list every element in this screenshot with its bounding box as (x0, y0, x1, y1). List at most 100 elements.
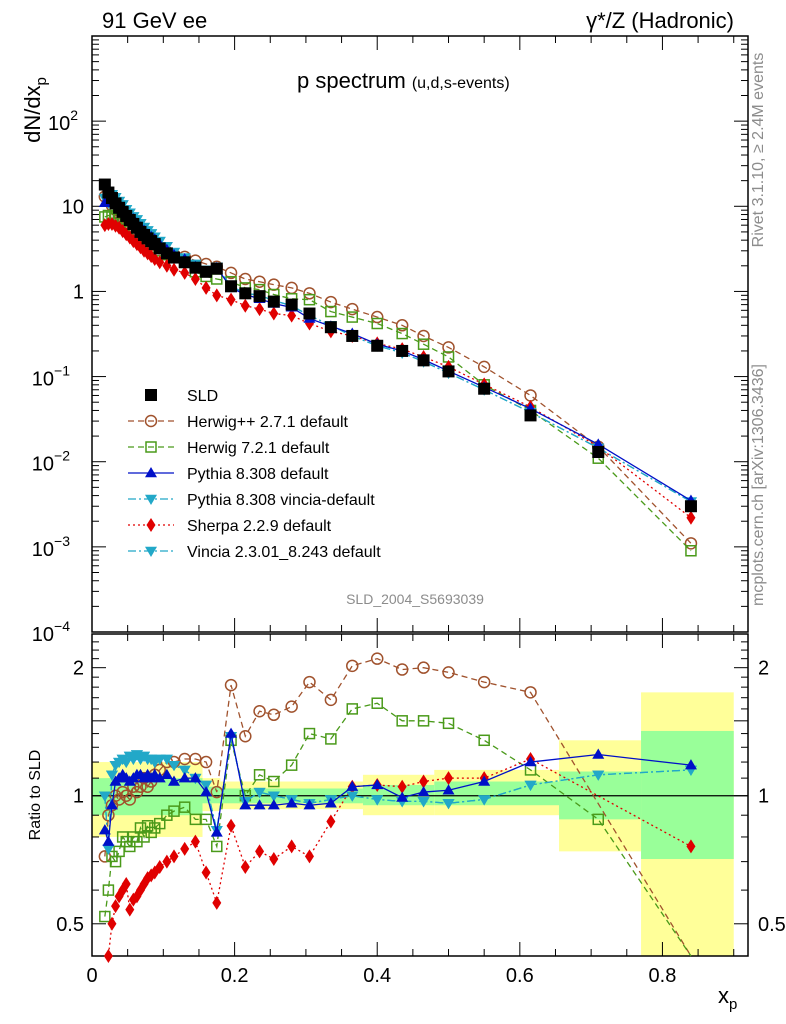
ratio-point-herwig7 (346, 703, 359, 715)
ratio-point-sherpa (304, 849, 314, 864)
header-right-label: γ*/Z (Hadronic) (586, 8, 734, 33)
ratio-point-vincia (178, 765, 191, 776)
main-point-SLD (189, 261, 202, 274)
ratio-point-pythia (168, 775, 180, 786)
rivet-version-label: Rivet 3.1.10, ≥ 2.4M events (750, 53, 767, 248)
ratio-point-sherpa (180, 841, 190, 856)
ratio-point-pythia (189, 772, 202, 783)
y-tick-label: 10−4 (32, 618, 70, 646)
ratio-point-herwigpp (123, 793, 137, 806)
ratio-uncertainty-band (92, 692, 734, 956)
ratio-point-pythia (102, 835, 115, 846)
ratio-point-herwig7 (268, 775, 280, 788)
main-point-SLD (592, 446, 605, 459)
ratio-point-herwigpp (524, 686, 537, 699)
main-point-SLD (239, 287, 252, 300)
main-point-herwigpp (417, 329, 430, 343)
ratio-point-herwig7 (253, 769, 266, 781)
legend-label-vincia_default: Pythia 8.308 vincia-default (187, 492, 375, 509)
x-tick-label: 0.2 (221, 965, 249, 987)
y-tick-label: 10−1 (32, 363, 70, 391)
main-point-herwig7 (325, 305, 337, 318)
ratio-point-sherpa (419, 774, 429, 789)
ratio-point-herwigpp (253, 704, 266, 718)
ratio-point-herwigpp (417, 661, 430, 674)
y-tick-label: 10−3 (32, 533, 70, 561)
legend-marker-pythia (145, 467, 157, 478)
main-point-herwig7 (346, 311, 359, 323)
main-point-herwig7 (417, 338, 430, 350)
y-axis-label-main: dN/dxp (20, 77, 50, 143)
ratio-point-vincia (160, 754, 173, 765)
ratio-point-herwig7 (478, 734, 490, 747)
main-point-herwigpp (224, 266, 238, 280)
ratio-point-pythia (253, 799, 266, 810)
main-point-SLD (225, 280, 238, 293)
ratio-point-pythia (524, 756, 537, 767)
ratio-tick-label-right: 2 (758, 658, 769, 680)
ratio-point-sherpa (240, 859, 250, 874)
main-point-herwigpp (253, 275, 266, 288)
ratio-point-sherpa (201, 865, 211, 880)
main-point-SLD (285, 298, 298, 311)
ratio-point-vincia (253, 787, 266, 799)
ratio-point-herwig7 (303, 727, 316, 740)
legend-marker-vincia_default (145, 494, 157, 505)
main-point-SLD (442, 365, 455, 378)
ratio-tick-label: 0.5 (56, 914, 84, 936)
main-point-herwigpp (524, 389, 537, 402)
y-tick-label: 102 (48, 107, 78, 135)
ratio-tick-label-right: 1 (758, 786, 769, 808)
legend: SLD Herwig++ 2.7.1 default Herwig 7.2.1 de… (128, 388, 381, 561)
ratio-point-herwigpp (477, 675, 491, 689)
ratio-point-pythia (160, 768, 173, 779)
main-point-herwigpp (239, 272, 252, 286)
legend-label-herwigpp: Herwig++ 2.7.1 default (187, 414, 349, 431)
main-point-sherpa (240, 298, 250, 313)
ratio-point-pythia (210, 826, 223, 837)
ratio-point-herwig7 (153, 817, 166, 830)
y-tick-label: 1 (73, 281, 84, 303)
ratio-point-pythia (346, 780, 359, 791)
main-point-herwig7 (371, 317, 383, 330)
ratio-point-herwigpp (239, 729, 252, 743)
main-point-SLD (417, 354, 430, 367)
main-point-sherpa (269, 306, 279, 321)
ratio-point-pythia (592, 748, 605, 759)
ratio-point-pythia (200, 786, 213, 797)
main-point-sherpa (287, 308, 297, 323)
ratio-series-sherpa (103, 751, 696, 963)
ratio-point-herwigpp (346, 659, 359, 673)
ratio-point-herwig7 (417, 715, 430, 727)
legend-marker-vincia (145, 546, 157, 557)
ratio-point-herwig7 (200, 813, 212, 826)
ratio-point-sherpa (444, 771, 454, 786)
ratio-point-herwig7 (211, 840, 223, 853)
legend-marker-SLD (145, 389, 157, 401)
ratio-point-sherpa (226, 818, 236, 833)
ratio-point-pythia (324, 797, 337, 808)
ratio-point-vincia (524, 780, 537, 791)
main-point-herwigpp (370, 310, 384, 324)
main-point-herwigpp (684, 537, 698, 550)
main-point-herwig7 (685, 545, 697, 557)
main-point-pythia (592, 438, 605, 449)
ratio-point-sherpa (190, 834, 200, 849)
ratio-point-herwig7 (99, 910, 111, 923)
ratio-point-sherpa (103, 949, 113, 963)
ratio-point-pythia (396, 791, 409, 802)
ratio-series-vincia (98, 732, 697, 855)
x-tick-label: 0 (86, 965, 97, 987)
main-point-SLD (210, 262, 223, 275)
header-left-label: 91 GeV ee (102, 8, 207, 33)
ratio-point-pythia (371, 778, 384, 790)
ratio-point-vincia (442, 799, 455, 810)
ratio-point-vincia (98, 791, 111, 802)
ratio-point-sherpa (255, 844, 265, 859)
ratio-point-pythia (178, 772, 191, 783)
main-point-sherpa (180, 265, 190, 280)
ratio-point-pythia (417, 786, 430, 797)
ratio-point-sherpa (397, 779, 407, 794)
main-point-sherpa (201, 280, 211, 295)
ratio-series-herwig7 (99, 697, 692, 957)
